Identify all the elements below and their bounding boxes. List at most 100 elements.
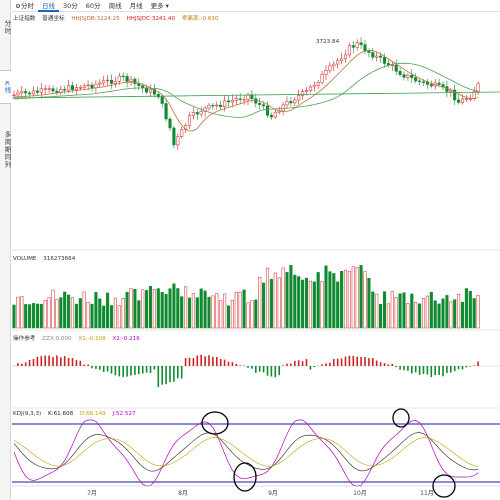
sidebar-tab-timeshare[interactable]: 分时 bbox=[3, 19, 11, 35]
volume-bar bbox=[363, 271, 367, 329]
candle-body bbox=[343, 54, 348, 60]
volume-bar bbox=[398, 293, 402, 329]
tab-60min[interactable]: 60分 bbox=[85, 1, 101, 10]
volume-bar bbox=[445, 295, 449, 329]
tab-weekly[interactable]: 周线 bbox=[108, 1, 122, 10]
candle-body bbox=[74, 87, 78, 91]
candle-body bbox=[332, 63, 336, 67]
macd-x1: X1:-0.108 bbox=[78, 336, 106, 342]
candle-body bbox=[304, 90, 309, 92]
volume-bar bbox=[176, 288, 180, 329]
candle-body bbox=[476, 83, 480, 93]
volume-bar bbox=[273, 272, 277, 329]
annotation-circles bbox=[201, 408, 456, 498]
volume-bar bbox=[98, 298, 102, 329]
candle-body bbox=[382, 56, 387, 64]
candle-body bbox=[328, 65, 332, 71]
volume-bar bbox=[386, 303, 390, 329]
volume-bar bbox=[219, 300, 223, 329]
volume-bar bbox=[180, 296, 184, 329]
candle-body bbox=[375, 55, 379, 58]
volume-legend: VOLUME 316273664 bbox=[13, 256, 80, 262]
candle-body bbox=[289, 101, 293, 104]
volume-bar bbox=[47, 297, 51, 329]
volume-bar bbox=[238, 291, 242, 329]
volume-bar bbox=[367, 277, 371, 329]
candle-body bbox=[199, 111, 203, 115]
volume-bar bbox=[320, 281, 324, 329]
candle-body bbox=[168, 118, 172, 129]
tab-monthly[interactable]: 月线 bbox=[129, 1, 143, 10]
volume-bar bbox=[211, 295, 215, 329]
candle-body bbox=[109, 79, 114, 84]
volume-bar bbox=[476, 295, 480, 329]
candle-body bbox=[273, 111, 277, 118]
candle-body bbox=[301, 91, 305, 96]
volume-bar bbox=[137, 300, 141, 329]
volume-bar bbox=[82, 291, 86, 329]
circle-annotation bbox=[432, 474, 456, 498]
volume-bar bbox=[437, 303, 441, 329]
circle-annotation bbox=[201, 411, 229, 435]
volume-bar bbox=[269, 278, 273, 329]
candle-body bbox=[242, 99, 246, 101]
candle-body bbox=[460, 98, 465, 103]
volume-bar bbox=[277, 277, 281, 329]
tab-timeshare[interactable]: 分时 bbox=[12, 0, 38, 12]
volume-chart[interactable] bbox=[12, 264, 480, 329]
kdj-chart[interactable] bbox=[12, 419, 500, 487]
volume-bar bbox=[215, 293, 219, 329]
volume-bar bbox=[414, 302, 418, 329]
candle-body bbox=[113, 80, 117, 84]
candle-body bbox=[78, 87, 82, 89]
volume-bar bbox=[145, 290, 149, 329]
candle-body bbox=[156, 93, 160, 98]
kdj-j-line bbox=[13, 419, 479, 487]
ma-line bbox=[13, 49, 479, 132]
index-name: 上证指数 bbox=[13, 16, 36, 22]
candle-body bbox=[418, 80, 422, 83]
candle-body bbox=[347, 45, 351, 56]
period-toolbar: 分时 日线 30分 60分 周线 月线 更多 ▾ bbox=[12, 0, 500, 12]
candle-body bbox=[187, 115, 192, 126]
volume-bar bbox=[312, 281, 316, 329]
volume-bar bbox=[109, 305, 114, 329]
volume-bar bbox=[355, 267, 359, 329]
volume-bar bbox=[223, 293, 227, 329]
volume-bar bbox=[51, 289, 55, 329]
volume-bar bbox=[457, 293, 461, 329]
volume-bar bbox=[371, 291, 375, 329]
candle-body bbox=[246, 94, 250, 100]
kdj-legend: KDJ(9,3,3) K:61.608 D:66.149 J:52.527 bbox=[13, 411, 141, 417]
volume-bar bbox=[379, 304, 383, 329]
volume-bar bbox=[24, 304, 28, 329]
volume-bar bbox=[343, 269, 348, 329]
candlestick-chart[interactable] bbox=[11, 36, 500, 151]
coord-type[interactable]: 普通坐标 bbox=[42, 16, 65, 22]
tab-30min[interactable]: 30分 bbox=[63, 1, 78, 10]
sidebar-tab-multi-period[interactable]: 多周期同列 bbox=[3, 131, 11, 169]
volume-bar bbox=[316, 272, 320, 329]
trend-line bbox=[11, 91, 500, 99]
volume-bar bbox=[402, 292, 406, 329]
ma-line bbox=[13, 62, 479, 118]
macd-zzx: ZZX:0.000 bbox=[42, 336, 72, 342]
tab-daily[interactable]: 日线 bbox=[38, 0, 59, 12]
candle-body bbox=[20, 91, 24, 94]
volume-bar bbox=[285, 272, 289, 329]
volume-bar bbox=[281, 267, 285, 329]
macd-chart[interactable] bbox=[12, 354, 500, 388]
tab-more[interactable]: 更多 ▾ bbox=[150, 1, 169, 10]
kdj-d-line bbox=[13, 437, 479, 467]
candle-body bbox=[47, 88, 51, 90]
volume-bar bbox=[265, 267, 270, 329]
candle-body bbox=[90, 84, 94, 88]
sidebar-tab-kline[interactable]: K线 bbox=[0, 70, 11, 104]
candle-body bbox=[172, 127, 176, 146]
volume-bar bbox=[421, 298, 426, 329]
volume-bar bbox=[258, 277, 262, 329]
volume-bar bbox=[164, 294, 168, 329]
candle-body bbox=[39, 88, 43, 93]
candle-body bbox=[250, 94, 254, 99]
